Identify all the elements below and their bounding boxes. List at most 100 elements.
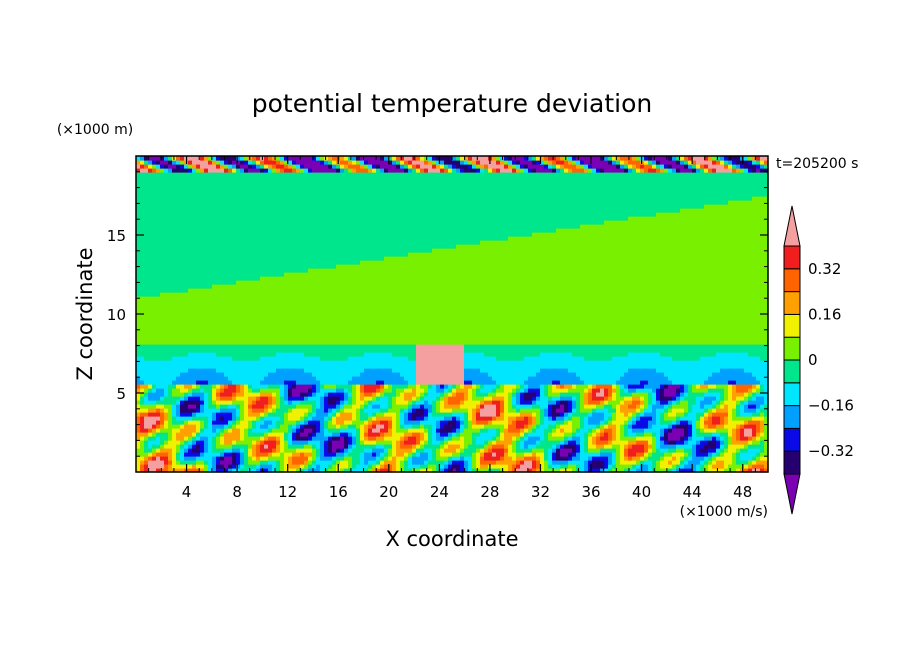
contour-cell [532, 232, 769, 237]
contour-cell [516, 392, 521, 397]
contour-cell [280, 460, 285, 465]
contour-cell [368, 168, 373, 173]
contour-cell [472, 396, 485, 401]
contour-cell [736, 396, 745, 401]
contour-cell [728, 160, 733, 165]
contour-cell [756, 456, 761, 461]
contour-cell [704, 424, 709, 429]
contour-cell [624, 468, 629, 473]
contour-cell [592, 436, 597, 441]
contour-cell [728, 440, 733, 445]
contour-cell [504, 396, 509, 401]
contour-cell [728, 464, 745, 469]
contour-cell [664, 408, 669, 413]
contour-cell [668, 448, 677, 453]
x-axis: 4 8 12 16 20 24 28 32 36 40 44 48 [148, 156, 756, 501]
contour-cell [152, 384, 157, 389]
contour-cell [176, 460, 181, 465]
contour-cell [468, 156, 473, 161]
colorbar-label: −0.16 [808, 397, 854, 415]
contour-cell [228, 464, 233, 469]
contour-cell [136, 392, 141, 397]
contour-cell [192, 448, 201, 453]
contour-cell [648, 168, 657, 173]
contour-cell [700, 464, 705, 469]
contour-cell [556, 420, 565, 425]
contour-cell [672, 464, 677, 469]
contour-cell [464, 436, 473, 441]
contour-cell [480, 240, 769, 245]
contour-cell [168, 392, 173, 397]
contour-cell [648, 400, 653, 405]
contour-cell [392, 440, 397, 445]
contour-cell [400, 468, 405, 473]
contour-cell [560, 156, 565, 161]
contour-cell [424, 400, 429, 405]
contour-cell [436, 404, 441, 409]
contour-cell [696, 464, 701, 469]
contour-cell [388, 424, 393, 429]
contour-cell [220, 408, 237, 413]
contour-cell [196, 380, 209, 385]
contour-cell [696, 424, 701, 429]
contour-cell [360, 260, 769, 265]
contour-cell [504, 384, 517, 389]
contour-cell [428, 156, 433, 161]
contour-cell [476, 460, 481, 465]
contour-cell [464, 468, 469, 473]
contour-cell [760, 408, 769, 413]
contour-cell [164, 416, 169, 421]
contour-cell [600, 156, 605, 161]
contour-cell [280, 160, 285, 165]
contour-cell [252, 160, 257, 165]
contour-cell [252, 424, 257, 429]
contour-cell [724, 416, 729, 421]
contour-cell [308, 456, 313, 461]
contour-cell [652, 464, 657, 469]
contour-cell [240, 448, 245, 453]
contour-cell [260, 380, 285, 385]
contour-cell [232, 420, 237, 425]
contour-cell [388, 408, 401, 413]
contour-cell [560, 468, 573, 473]
contour-cell [424, 444, 441, 449]
contour-cell [752, 416, 765, 421]
contour-cell [628, 448, 645, 453]
contour-cell [736, 460, 749, 465]
contour-cell [740, 448, 749, 453]
contour-cell [428, 464, 437, 469]
contour-cell [704, 420, 713, 425]
colorbar-bin [783, 382, 801, 407]
contour-cell [136, 388, 141, 393]
contour-cell [216, 400, 233, 405]
contour-cell [208, 460, 213, 465]
contour-cell [596, 436, 601, 441]
contour-cell [688, 408, 693, 413]
contour-cell [232, 168, 237, 173]
contour-cell [712, 436, 717, 441]
contour-cell [452, 428, 457, 433]
contour-cell [448, 388, 453, 393]
contour-cell [588, 420, 601, 425]
contour-cell [392, 352, 417, 357]
contour-cell [644, 408, 653, 413]
contour-cell [276, 460, 281, 465]
contour-cell [760, 424, 765, 429]
contour-cell [380, 392, 385, 397]
contour-cell [452, 416, 457, 421]
contour-cell [536, 460, 541, 465]
contour-cell [316, 428, 321, 433]
contour-cell [600, 168, 605, 173]
contour-cell [180, 452, 185, 457]
contour-cell [324, 420, 329, 425]
contour-cell [608, 456, 613, 461]
contour-cell [364, 388, 377, 393]
contour-cell [156, 428, 161, 433]
contour-cell [728, 428, 733, 433]
contour-cell [404, 392, 417, 397]
contour-cell [220, 440, 225, 445]
contour-cell [420, 440, 425, 445]
contour-cell [740, 164, 745, 169]
contour-cell [276, 436, 281, 441]
contour-cell [620, 376, 669, 381]
